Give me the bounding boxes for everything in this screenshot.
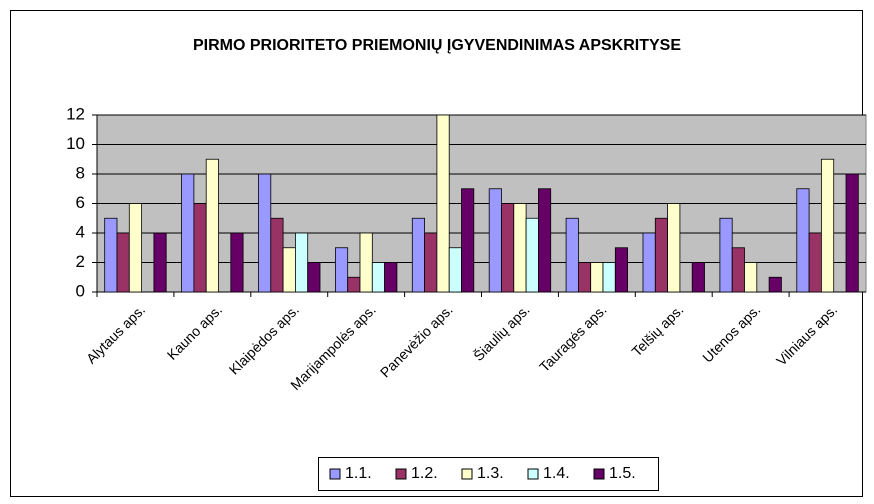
bar	[744, 262, 758, 293]
bar	[602, 262, 616, 293]
bar	[384, 262, 398, 293]
y-tick-label: 2	[76, 252, 85, 271]
bar	[282, 247, 296, 293]
bar	[525, 217, 539, 293]
bar	[642, 232, 656, 293]
bar	[768, 276, 782, 293]
legend-swatch	[395, 468, 407, 480]
y-tick-label: 4	[76, 222, 85, 241]
legend-swatch	[593, 468, 605, 480]
bar	[230, 232, 244, 293]
bar	[654, 217, 668, 293]
bar	[270, 217, 284, 293]
legend-label: 1.1.	[345, 465, 372, 482]
bar	[116, 232, 130, 293]
bar	[153, 232, 167, 293]
legend-label: 1.3.	[477, 465, 504, 482]
bar	[538, 188, 552, 293]
bar	[808, 232, 822, 293]
bar	[359, 232, 373, 293]
bar	[347, 276, 361, 293]
y-tick-label: 8	[76, 163, 85, 182]
bar	[845, 173, 859, 293]
bar	[488, 188, 502, 293]
bar	[796, 188, 810, 293]
legend-label: 1.5.	[609, 465, 636, 482]
bar	[424, 232, 438, 293]
bar	[181, 173, 195, 293]
bar	[513, 203, 527, 293]
y-tick-label: 0	[76, 281, 85, 300]
legend-label: 1.4.	[543, 465, 570, 482]
bar	[128, 203, 143, 293]
y-tick-label: 10	[66, 134, 85, 153]
bar	[448, 247, 462, 293]
bar	[295, 232, 309, 293]
bar	[614, 247, 629, 293]
bar	[820, 158, 835, 293]
bar	[461, 188, 475, 293]
legend-swatch	[329, 468, 341, 480]
bar	[411, 217, 425, 293]
bar	[334, 247, 349, 293]
bar	[667, 203, 681, 293]
y-tick-label: 12	[66, 104, 85, 123]
bar	[590, 262, 604, 293]
bar	[731, 247, 745, 293]
bar	[258, 173, 272, 293]
bar	[307, 262, 321, 293]
bar	[436, 114, 450, 293]
chart-title: PIRMO PRIORITETO PRIEMONIŲ ĮGYVENDINIMAS…	[193, 37, 681, 54]
bar	[371, 262, 386, 293]
bar	[501, 203, 515, 293]
bar	[719, 217, 733, 293]
bar	[565, 217, 579, 293]
bar	[205, 158, 219, 293]
bar	[104, 217, 118, 293]
bar	[193, 203, 207, 293]
y-tick-label: 6	[76, 193, 85, 212]
bar	[691, 262, 705, 293]
bar	[577, 262, 592, 293]
legend-label: 1.2.	[411, 465, 438, 482]
legend-swatch	[461, 468, 473, 480]
legend-swatch	[527, 468, 539, 480]
